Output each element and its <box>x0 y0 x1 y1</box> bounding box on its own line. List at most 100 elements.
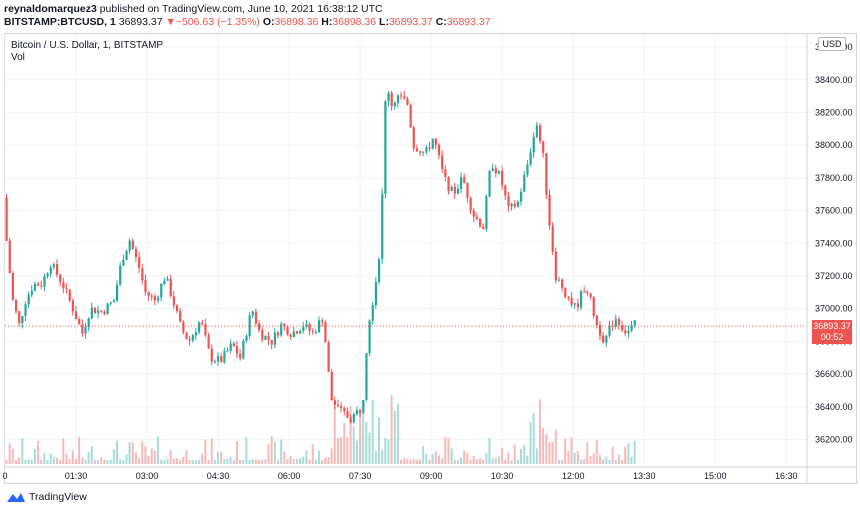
volume-bar <box>128 442 131 464</box>
candle-body <box>406 98 409 105</box>
candle-body <box>371 305 374 321</box>
volume-bar <box>74 458 77 464</box>
volume-bar <box>557 459 560 464</box>
volume-bar <box>213 459 216 464</box>
volume-bar <box>295 459 298 464</box>
candle-body <box>617 319 621 325</box>
volume-bar <box>175 458 178 464</box>
volume-bar <box>302 456 305 464</box>
volume-bar <box>11 448 14 464</box>
candle-body <box>605 335 608 343</box>
volume-bar <box>5 459 8 464</box>
x-tick-label: 03:00 <box>136 471 159 481</box>
candle-body <box>305 323 308 327</box>
candle-body <box>254 311 258 324</box>
candle-body <box>608 325 611 336</box>
volume-bar <box>614 459 617 464</box>
candle-body <box>324 322 327 343</box>
candle-body <box>18 311 21 324</box>
volume-bar <box>216 451 219 464</box>
candle-body <box>153 296 157 301</box>
candle-body <box>501 171 504 186</box>
candle-body <box>374 281 378 306</box>
volume-bar <box>478 458 481 464</box>
volume-bar <box>595 440 598 464</box>
volume-bar <box>352 426 355 464</box>
candle-body <box>551 225 554 252</box>
candle-body <box>453 186 456 194</box>
volume-bar <box>570 437 573 464</box>
volume-bar <box>466 452 469 464</box>
candle-body <box>131 240 134 249</box>
volume-bar <box>106 460 109 464</box>
volume-bar <box>157 436 160 464</box>
volume-bar <box>545 434 548 464</box>
candle-body <box>595 315 598 325</box>
volume-bar <box>100 457 103 464</box>
volume-bar <box>520 448 523 464</box>
candle-body <box>497 171 501 174</box>
volume-bar <box>621 459 624 464</box>
volume-bar <box>276 459 279 464</box>
y-tick-label: 36600.00 <box>815 369 853 379</box>
volume-bar <box>311 444 314 464</box>
volume-bar <box>567 450 570 464</box>
volume-bar <box>283 451 286 464</box>
volume-bar <box>43 453 46 464</box>
volume-bar <box>56 457 59 464</box>
volume-bar <box>488 437 491 464</box>
currency-button[interactable]: USD <box>818 37 846 51</box>
candle-body <box>538 125 542 142</box>
y-tick-label: 36400.00 <box>815 402 853 412</box>
volume-bar <box>485 453 488 464</box>
price-change: −506.63 (−1.35%) <box>175 16 260 28</box>
candle-body <box>340 405 343 408</box>
x-tick-label: 0 <box>2 471 7 481</box>
x-tick-label: 04:30 <box>207 471 230 481</box>
candle-body <box>321 320 324 323</box>
candle-body <box>14 299 18 312</box>
volume-bar <box>33 448 36 464</box>
candle-body <box>377 259 381 282</box>
candle-body <box>147 291 150 296</box>
chart-legend-title: Bitcoin / U.S. Dollar, 1, BITSTAMP <box>11 40 164 51</box>
candle-body <box>166 278 169 281</box>
candle-body <box>157 297 160 301</box>
candle-body <box>33 283 37 291</box>
candle-body <box>409 104 412 128</box>
publisher-name[interactable]: reynaldomarquez3 <box>4 3 97 15</box>
candle-body <box>229 343 232 351</box>
candle-body <box>437 144 441 156</box>
volume-bar <box>90 446 93 464</box>
candle-body <box>93 307 97 314</box>
candle-body <box>482 226 485 230</box>
candle-body <box>5 197 8 241</box>
volume-bar <box>374 450 377 464</box>
volume-bar <box>472 455 475 464</box>
volume-bar <box>286 459 289 464</box>
candle-body <box>447 176 450 191</box>
candle-body <box>65 288 68 290</box>
candle-body <box>422 151 425 153</box>
candle-body <box>598 324 602 336</box>
high-label: H: <box>321 16 333 28</box>
volume-bar <box>349 406 352 464</box>
candle-body <box>469 197 472 211</box>
volume-bar <box>84 459 87 464</box>
tradingview-logo[interactable]: TradingView <box>6 491 87 503</box>
volume-bar <box>381 450 384 464</box>
candle-body <box>390 92 393 107</box>
volume-bar <box>258 459 261 464</box>
candle-body <box>295 331 299 334</box>
volume-bar <box>497 456 500 464</box>
candle-body <box>419 151 422 153</box>
volume-bar <box>97 459 100 464</box>
volume-bar <box>336 438 339 464</box>
volume-bar <box>188 459 191 464</box>
volume-bar <box>400 459 403 464</box>
volume-bar <box>617 454 620 464</box>
volume-bar <box>434 451 437 464</box>
candle-body <box>507 195 510 207</box>
candle-body <box>125 250 128 260</box>
